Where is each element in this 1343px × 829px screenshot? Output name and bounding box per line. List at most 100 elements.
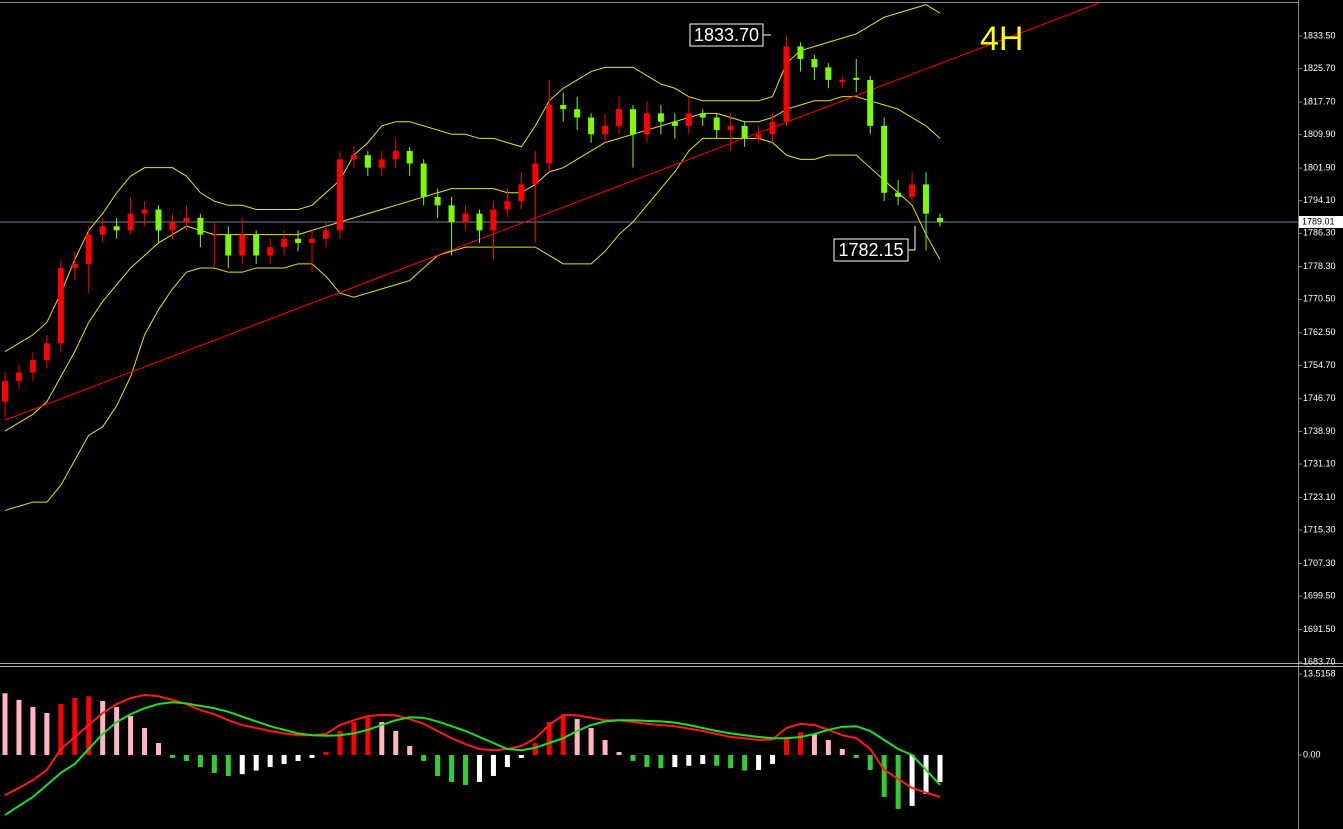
macd-histogram-bar (490, 754, 496, 776)
candle-body (155, 209, 162, 231)
macd-histogram-bar (630, 754, 636, 761)
candle-body (518, 184, 525, 202)
macd-histogram-bar (225, 754, 231, 776)
macd-histogram-bar (560, 716, 566, 755)
candle-body (546, 104, 553, 164)
candle-body (71, 263, 78, 269)
y-tick-label: 1707.30 (1303, 558, 1336, 568)
macd-histogram-bar (253, 754, 259, 771)
macd-histogram-bar (881, 754, 887, 797)
y-tick-label: 1778.30 (1303, 261, 1336, 271)
y-tick-label: 1683.70 (1303, 657, 1336, 667)
candle-body (434, 196, 441, 206)
candle-body (350, 155, 357, 160)
y-tick-label: 1770.50 (1303, 294, 1336, 304)
macd-histogram-bar (449, 754, 455, 782)
y-tick-label: 1794.10 (1303, 195, 1336, 205)
macd-histogram-bar (379, 722, 385, 755)
macd-histogram-bar (588, 728, 594, 755)
macd-histogram-bar (616, 751, 622, 755)
candle-body (602, 125, 609, 135)
candle-body (253, 234, 260, 256)
macd-histogram-bar (365, 717, 371, 755)
candle-body (2, 380, 8, 402)
candle-body (895, 192, 902, 197)
bollinger-band (4, 137, 941, 511)
macd-histogram-bar (323, 751, 329, 755)
macd-line (4, 694, 941, 798)
candle-body (629, 109, 636, 135)
macd-histogram-bar (867, 754, 873, 770)
macd-histogram-bar (783, 737, 789, 755)
macd-histogram-bar (546, 722, 552, 755)
candle-body (699, 113, 706, 118)
candle-body (643, 113, 650, 135)
candle-body (406, 150, 413, 164)
candle-body (267, 247, 274, 256)
candle-body (281, 238, 288, 248)
candle-body (727, 125, 734, 131)
candle-body (448, 205, 455, 223)
candle-body (392, 150, 399, 160)
candle-body (239, 234, 246, 256)
candle-body (783, 46, 790, 122)
macd-histogram-bar (142, 728, 148, 755)
macd-histogram-bar (58, 704, 64, 755)
y-tick-label: 1746.70 (1303, 393, 1336, 403)
macd-histogram-bar (169, 754, 175, 758)
macd-histogram-bar (700, 754, 706, 764)
macd-histogram-bar (337, 731, 343, 755)
candle-body (211, 234, 218, 236)
y-tick-label: 1801.90 (1303, 162, 1336, 172)
candle-body (309, 238, 316, 243)
macd-histogram-bar (602, 739, 608, 755)
candle-body (295, 238, 302, 243)
macd-histogram-bar (30, 707, 36, 755)
macd-histogram-bar (211, 754, 217, 773)
candle-body (560, 104, 567, 110)
candle-body (909, 184, 916, 197)
candle-body (476, 213, 483, 231)
macd-histogram-bar (504, 754, 510, 767)
macd-histogram-bar (183, 754, 189, 761)
candle-body (685, 113, 692, 126)
macd-histogram-bar (770, 754, 776, 764)
macd-histogram-bar (44, 713, 50, 755)
annotation-label: 1782.15 (838, 240, 903, 260)
macd-histogram-bar (797, 732, 803, 755)
last-price-label: 1789.01 (1302, 216, 1335, 226)
candle-body (825, 67, 832, 80)
y-tick-label: 1833.50 (1303, 30, 1336, 40)
candle-body (15, 372, 22, 381)
macd-histogram-bar (811, 734, 817, 755)
macd-histogram-bar (756, 754, 762, 770)
candle-body (853, 77, 860, 80)
candle-body (923, 184, 930, 214)
y-tick-label: 1754.70 (1303, 360, 1336, 370)
macd-histogram-bar (435, 754, 441, 776)
macd-histogram-bar (574, 719, 580, 755)
candle-body (169, 222, 176, 231)
candle-body (225, 234, 232, 256)
y-tick-label: 1786.30 (1303, 228, 1336, 238)
macd-histogram-bar (281, 754, 287, 764)
macd-histogram-bar (156, 742, 162, 755)
y-tick-label: 1715.30 (1303, 524, 1336, 534)
candle-body (127, 213, 134, 231)
macd-histogram-bar (2, 693, 8, 755)
macd-histogram-bar (742, 754, 748, 771)
candle-body (141, 209, 148, 214)
candle-body (769, 121, 776, 135)
candle-body (420, 163, 427, 197)
candle-body (490, 209, 497, 231)
y-tick-label: 1738.90 (1303, 426, 1336, 436)
candle-body (867, 79, 874, 126)
candle-body (741, 125, 748, 139)
macd-histogram-bar (393, 731, 399, 755)
macd-histogram-bar (100, 701, 106, 755)
macd-histogram-bar (197, 754, 203, 767)
macd-histogram-bar (825, 739, 831, 755)
